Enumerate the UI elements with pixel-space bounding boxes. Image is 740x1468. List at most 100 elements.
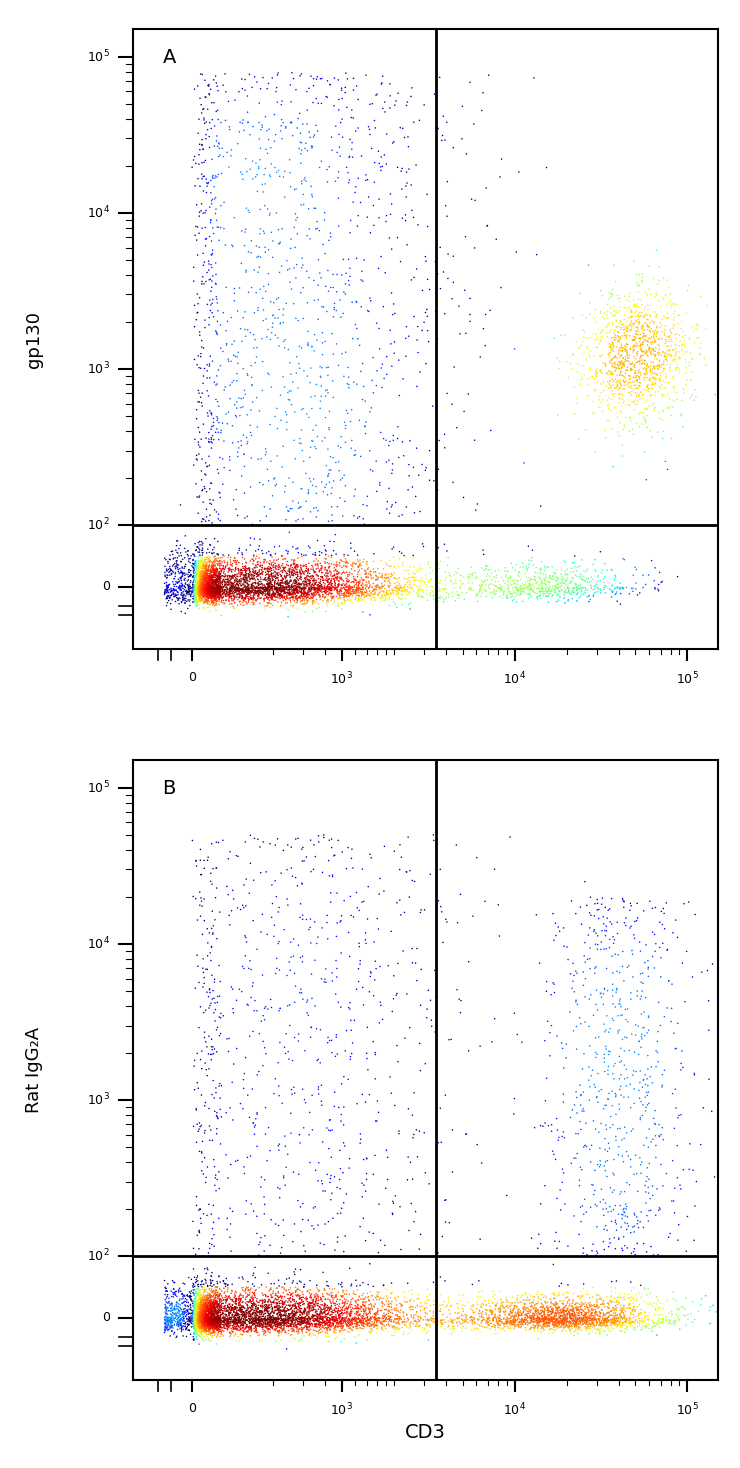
- Point: [421, 304, 433, 327]
- Point: [352, 895, 363, 919]
- Point: [420, 1301, 431, 1324]
- Point: [359, 586, 371, 609]
- Point: [571, 1298, 583, 1321]
- Point: [648, 320, 660, 344]
- Point: [658, 1298, 670, 1321]
- Point: [189, 561, 201, 584]
- Point: [571, 1038, 582, 1061]
- Point: [528, 1311, 539, 1334]
- Point: [195, 1293, 207, 1317]
- Point: [294, 561, 306, 584]
- Point: [388, 1296, 400, 1320]
- Point: [255, 277, 266, 301]
- Point: [280, 570, 292, 593]
- Point: [440, 1083, 451, 1107]
- Point: [213, 954, 225, 978]
- Point: [292, 1315, 303, 1339]
- Point: [262, 1312, 274, 1336]
- Point: [563, 1314, 575, 1337]
- Point: [648, 392, 659, 415]
- Point: [336, 263, 348, 286]
- Point: [396, 1309, 408, 1333]
- Point: [233, 1286, 245, 1309]
- Point: [175, 578, 187, 602]
- Point: [206, 415, 218, 439]
- Point: [619, 1204, 631, 1227]
- Point: [280, 1308, 292, 1331]
- Point: [193, 1308, 205, 1331]
- Point: [214, 562, 226, 586]
- Point: [199, 1308, 211, 1331]
- Point: [239, 68, 251, 91]
- Point: [305, 567, 317, 590]
- Point: [625, 1286, 637, 1309]
- Point: [357, 575, 369, 599]
- Point: [286, 1304, 298, 1327]
- Point: [434, 571, 445, 595]
- Point: [195, 587, 206, 611]
- Point: [272, 555, 284, 578]
- Point: [167, 1298, 179, 1321]
- Point: [541, 1295, 553, 1318]
- Point: [271, 578, 283, 602]
- Point: [323, 418, 335, 442]
- Point: [191, 854, 203, 878]
- Point: [211, 1039, 223, 1063]
- Point: [253, 586, 265, 609]
- Point: [576, 1293, 588, 1317]
- Point: [300, 581, 312, 605]
- Point: [602, 313, 614, 336]
- Point: [223, 1305, 235, 1329]
- Point: [468, 112, 480, 135]
- Point: [209, 571, 221, 595]
- Point: [568, 1314, 580, 1337]
- Point: [192, 1293, 204, 1317]
- Point: [625, 376, 637, 399]
- Point: [324, 577, 336, 600]
- Point: [635, 1035, 647, 1058]
- Point: [584, 1307, 596, 1330]
- Point: [613, 330, 625, 354]
- Point: [252, 564, 263, 587]
- Point: [303, 583, 315, 606]
- Point: [303, 570, 314, 593]
- Point: [625, 1311, 637, 1334]
- Point: [437, 577, 448, 600]
- Point: [226, 584, 238, 608]
- Point: [595, 578, 607, 602]
- Point: [278, 1298, 289, 1321]
- Point: [205, 1290, 217, 1314]
- Point: [196, 1311, 208, 1334]
- Point: [207, 555, 219, 578]
- Point: [199, 1305, 211, 1329]
- Point: [309, 1315, 320, 1339]
- Point: [306, 396, 317, 420]
- Point: [542, 1290, 554, 1314]
- Point: [229, 1323, 241, 1346]
- Point: [471, 565, 482, 589]
- Point: [181, 1307, 192, 1330]
- Point: [539, 1312, 551, 1336]
- Point: [501, 1311, 513, 1334]
- Point: [192, 565, 204, 589]
- Point: [210, 575, 222, 599]
- Point: [357, 1293, 369, 1317]
- Point: [240, 584, 252, 608]
- Point: [209, 570, 221, 593]
- Point: [641, 404, 653, 427]
- Point: [258, 1308, 269, 1331]
- Point: [246, 1298, 258, 1321]
- Point: [339, 574, 351, 597]
- Point: [606, 1079, 618, 1102]
- Point: [334, 578, 346, 602]
- Point: [337, 1280, 349, 1304]
- Point: [215, 577, 226, 600]
- Point: [580, 348, 592, 371]
- Point: [269, 1311, 281, 1334]
- Point: [215, 552, 226, 575]
- Point: [204, 288, 216, 311]
- Point: [281, 583, 293, 606]
- Point: [164, 543, 176, 567]
- Point: [197, 575, 209, 599]
- Point: [195, 1298, 207, 1321]
